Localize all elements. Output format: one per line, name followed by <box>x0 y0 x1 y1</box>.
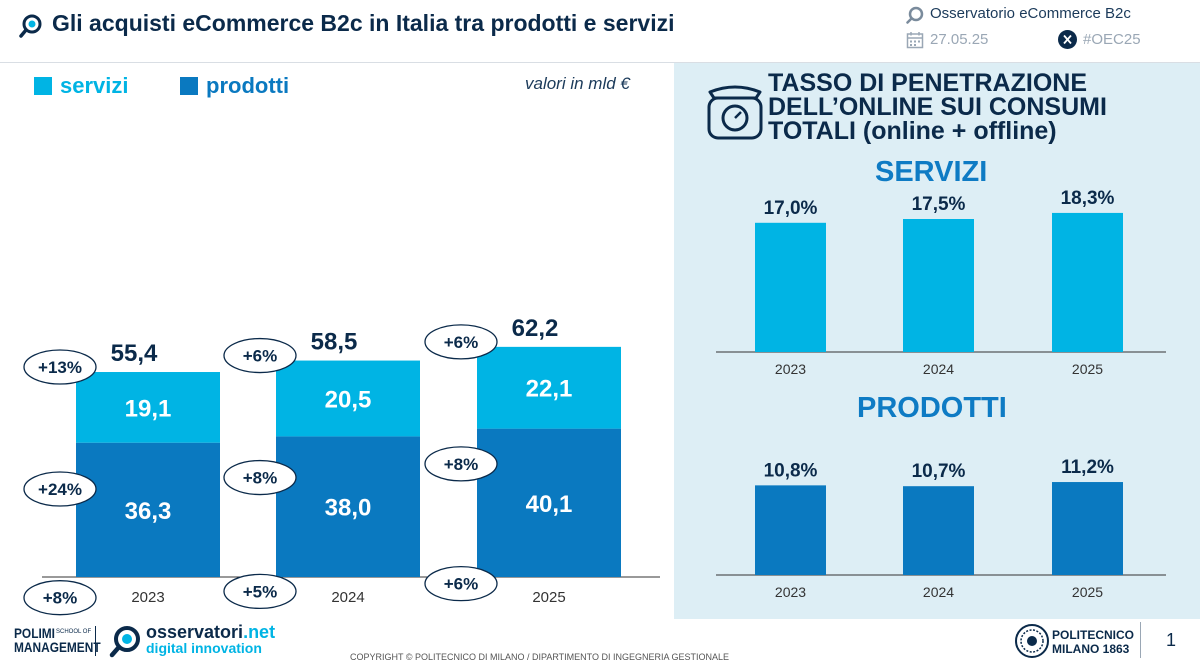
bar-servizi-2023 <box>76 372 220 443</box>
legend-label-prodotti: prodotti <box>206 73 290 98</box>
penetration-title-line: TOTALI (online + offline) <box>768 117 1057 145</box>
hashtag-label: #OEC25 <box>1083 31 1141 48</box>
prodotti-data-label: 11,2% <box>1061 457 1114 478</box>
growth-total-outline <box>424 324 498 360</box>
x-tick-label: 2023 <box>131 589 164 606</box>
growth-prodotti: +6% <box>444 575 479 594</box>
x-tick-label: 2023 <box>775 361 806 377</box>
prodotti-bar-2024 <box>903 486 974 575</box>
page-number: 1 <box>1166 630 1177 650</box>
growth-total: +13% <box>38 358 82 377</box>
growth-total-outline <box>23 349 97 385</box>
total-label: 55,4 <box>111 340 158 367</box>
polimi-logo-line: MANAGEMENT <box>14 639 101 655</box>
growth-total: +6% <box>243 347 278 366</box>
politecnico-label: POLITECNICO MILANO 1863 <box>1052 628 1134 656</box>
growth-servizi-outline <box>424 446 498 482</box>
osservatori-brand-domain: .net <box>243 622 276 642</box>
search-icon <box>19 14 42 38</box>
legend-label-servizi: servizi <box>60 73 129 98</box>
growth-servizi: +8% <box>444 455 479 474</box>
growth-prodotti-outline <box>223 573 297 610</box>
data-label-prodotti: 40,1 <box>526 491 573 518</box>
school-label: SCHOOL OF <box>56 629 92 635</box>
polimi-logo: POLIMI MANAGEMENT <box>14 626 101 654</box>
x-tick-label: 2024 <box>923 361 954 377</box>
servizi-bar-2025 <box>1052 212 1123 352</box>
footer-divider <box>95 626 96 656</box>
growth-prodotti: +5% <box>243 582 278 601</box>
servizi-bar-chart: 17,0% 2023 17,5% 2024 18,3% 2025 <box>716 190 1166 377</box>
bar-prodotti-2023 <box>76 442 220 577</box>
data-label-servizi: 19,1 <box>125 395 172 422</box>
footer-divider <box>1140 622 1141 658</box>
calendar-icon <box>906 32 924 49</box>
date-label: 27.05.25 <box>930 31 989 48</box>
x-logo-icon <box>1058 30 1077 49</box>
prodotti-bar-2025 <box>1052 482 1123 575</box>
scale-icon <box>707 85 763 140</box>
x-tick-label: 2025 <box>1072 584 1103 600</box>
servizi-data-label: 18,3% <box>1061 190 1115 209</box>
osservatori-tagline: digital innovation <box>146 640 262 656</box>
page-title: Gli acquisti eCommerce B2c in Italia tra… <box>52 10 675 36</box>
growth-servizi: +24% <box>38 480 82 499</box>
polimi-logo-line: POLIMI <box>14 625 55 641</box>
total-label: 62,2 <box>512 315 559 342</box>
legend-swatch-servizi <box>34 77 52 95</box>
prodotti-section-title: PRODOTTI <box>857 392 1007 424</box>
growth-prodotti-outline <box>23 580 97 616</box>
prodotti-bar-2023 <box>755 485 826 575</box>
politecnico-label-line: POLITECNICO <box>1052 628 1135 642</box>
growth-servizi: +8% <box>243 469 278 488</box>
politecnico-seal-icon <box>1015 624 1049 658</box>
penetration-title-line: TASSO DI PENETRAZIONE <box>768 69 1088 97</box>
header-divider <box>0 62 1200 63</box>
x-tick-label: 2024 <box>331 589 364 606</box>
growth-servizi-outline <box>223 459 297 496</box>
legend-swatch-prodotti <box>180 77 198 95</box>
growth-servizi-outline <box>23 471 97 507</box>
x-tick-label: 2025 <box>1072 361 1103 377</box>
growth-total-outline <box>223 337 297 374</box>
bar-prodotti-2024 <box>276 436 420 577</box>
growth-prodotti: +8% <box>43 589 78 608</box>
total-label: 58,5 <box>311 329 358 356</box>
data-label-prodotti: 38,0 <box>325 495 372 522</box>
servizi-data-label: 17,5% <box>912 194 966 215</box>
servizi-data-label: 17,0% <box>764 198 818 219</box>
osservatori-logo-icon <box>109 626 140 658</box>
growth-total: +6% <box>444 333 479 352</box>
penetration-title-line: DELL’ONLINE SUI CONSUMI <box>768 93 1107 121</box>
data-label-servizi: 20,5 <box>325 386 372 413</box>
prodotti-bar-chart: 10,8% 2023 10,7% 2024 11,2% 2025 <box>716 457 1166 600</box>
penetration-title: TASSO DI PENETRAZIONE DELL’ONLINE SUI CO… <box>768 69 1107 145</box>
x-tick-label: 2025 <box>532 589 565 606</box>
servizi-bar-2024 <box>903 219 974 352</box>
data-label-prodotti: 36,3 <box>125 498 172 525</box>
osservatori-brand: osservatori.net <box>146 622 275 643</box>
osservatori-brand-name: osservatori <box>146 622 244 642</box>
search-icon <box>906 6 924 24</box>
prodotti-data-label: 10,7% <box>912 461 966 482</box>
source-label: Osservatorio eCommerce B2c <box>930 5 1131 22</box>
growth-prodotti-outline <box>424 565 498 602</box>
bar-servizi-2025 <box>477 346 621 429</box>
bar-prodotti-2025 <box>477 428 621 577</box>
politecnico-label-line: MILANO 1863 <box>1052 642 1130 656</box>
prodotti-data-label: 10,8% <box>764 460 818 481</box>
x-tick-label: 2024 <box>923 584 954 600</box>
stacked-bar-chart: 36,3 19,1 55,4 2023 +13% +24% +8% 38,0 20,5 58,5 2… <box>23 315 660 616</box>
servizi-section-title: SERVIZI <box>875 156 988 188</box>
data-label-servizi: 22,1 <box>526 376 573 403</box>
copyright-text: COPYRIGHT © POLITECNICO DI MILANO / DIPA… <box>350 652 730 662</box>
bar-servizi-2024 <box>276 360 420 437</box>
x-tick-label: 2023 <box>775 584 806 600</box>
servizi-bar-2023 <box>755 222 826 352</box>
unit-note: valori in mld € <box>525 74 630 93</box>
